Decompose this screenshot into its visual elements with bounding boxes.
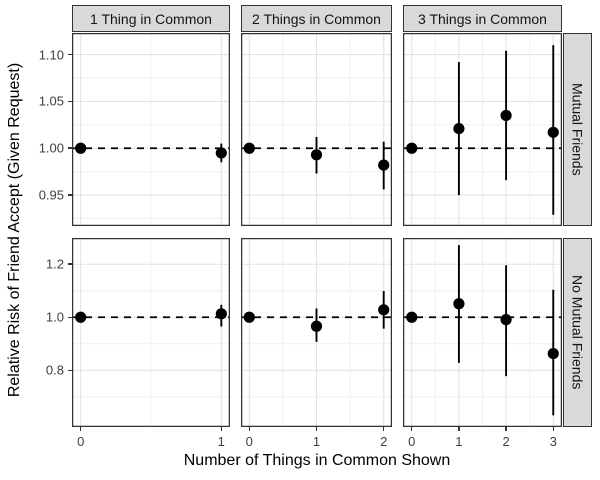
data-point [406,142,418,154]
x-tick-mark [220,427,223,431]
x-tick-label: 2 [502,434,510,449]
y-tick-label: 1.00 [38,140,64,156]
y-tick-label: 0.95 [38,187,64,203]
facet-strip-label: 2 Things in Common [252,10,381,27]
facet-strip-col: 2 Things in Common [241,5,392,32]
data-point [500,314,512,326]
data-point [310,320,323,332]
facet-strip-label: Mutual Friends [569,83,586,176]
facet-panel [241,33,392,226]
y-tick-label: 1.2 [45,256,64,272]
x-tick-mark [410,427,413,431]
data-point [75,142,87,154]
y-tick-label: 1.10 [38,47,64,63]
panel-border [403,238,562,427]
x-tick-label: 3 [549,434,557,449]
data-point [378,159,390,171]
x-axis-title: Number of Things in Common Shown [183,452,451,469]
x-tick-mark [315,427,318,431]
data-point [453,122,465,135]
data-point [547,347,559,360]
data-point [243,142,255,154]
x-tick-label: 1 [217,434,225,449]
panel-border [241,238,392,427]
facet-strip-row: No Mutual Friends [563,238,592,427]
data-point [243,311,255,323]
x-tick-mark [505,427,507,431]
facet-panel [403,238,562,427]
facet-strip-row: Mutual Friends [563,33,592,226]
y-tick-mark [68,194,72,196]
data-point [215,147,227,159]
data-point [378,304,390,316]
x-tick-mark [382,427,385,431]
facet-panel [72,33,230,226]
x-tick-mark [458,427,460,431]
x-tick-label: 0 [408,434,416,449]
facet-strip-col: 3 Things in Common [403,5,562,32]
x-tick-mark [248,427,251,431]
facet-strip-label: 1 Thing in Common [90,10,212,27]
x-tick-label: 1 [312,434,321,449]
y-tick-mark [68,147,72,149]
data-point [75,311,87,323]
panel-border [241,33,392,226]
panel-border [72,33,230,226]
x-tick-mark [79,427,82,431]
x-tick-label: 0 [245,434,253,449]
panel-border [403,33,562,226]
panel-border [72,238,230,427]
y-tick-label: 0.8 [45,362,64,378]
x-tick-mark [552,427,554,431]
x-tick-label: 1 [455,434,463,449]
y-tick-label: 1.0 [45,309,64,325]
data-point [453,298,465,310]
x-tick-label: 0 [77,434,85,449]
y-tick-mark [68,369,72,372]
facet-strip-label: 3 Things in Common [418,10,547,27]
y-tick-mark [68,316,72,318]
x-tick-label: 2 [380,434,388,449]
facet-panel [72,238,230,427]
data-point [310,149,323,161]
facet-strip-col: 1 Thing in Common [72,5,230,32]
facet-strip-label: No Mutual Friends [569,275,586,390]
data-point [547,126,559,138]
facet-panel [403,33,562,226]
y-tick-label: 1.05 [38,93,64,109]
data-point [406,311,418,323]
data-point [215,308,227,320]
data-point [500,109,512,122]
facet-panel [241,238,392,427]
y-axis-title: Relative Risk of Friend Accept (Given Re… [6,62,23,398]
y-tick-mark [68,53,72,56]
y-tick-mark [68,100,72,103]
y-tick-mark [68,263,72,265]
